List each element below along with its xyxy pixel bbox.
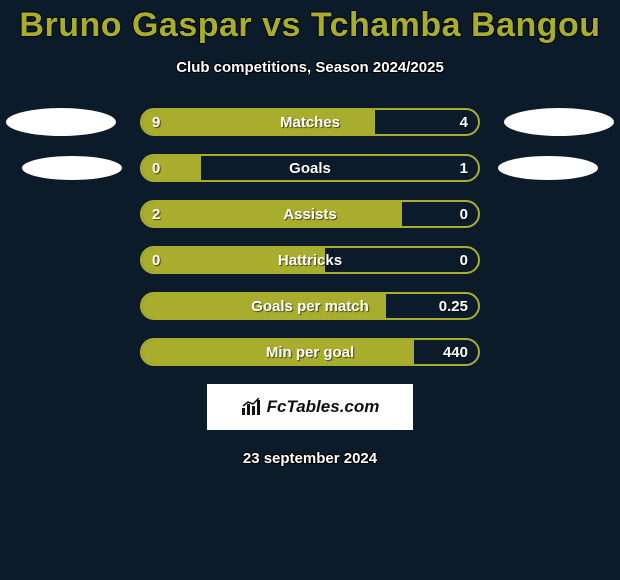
page-title: Bruno Gaspar vs Tchamba Bangou (0, 0, 620, 45)
stats-area: Matches94 Goals01 Assists20 Hattricks00 Goal… (0, 108, 620, 366)
stat-bar-fill (142, 294, 386, 318)
brand-badge: FcTables.com (207, 384, 413, 430)
player-right-avatar (498, 156, 598, 180)
stat-value-right: 0 (460, 202, 468, 226)
stat-bar-fill (142, 156, 201, 180)
player-right-avatar (504, 108, 614, 136)
stat-bar-fill (142, 110, 375, 134)
stat-bar: Goals per match0.25 (140, 292, 480, 320)
player-left-avatar (6, 108, 116, 136)
player-left-avatar (22, 156, 122, 180)
footer-date: 23 september 2024 (0, 450, 620, 467)
stat-bar-fill (142, 248, 325, 272)
stat-value-right: 4 (460, 110, 468, 134)
stat-row: Min per goal440 (0, 338, 620, 366)
stat-bar-fill (142, 202, 402, 226)
stat-value-right: 440 (443, 340, 468, 364)
stat-row: Hattricks00 (0, 246, 620, 274)
comparison-infographic: Bruno Gaspar vs Tchamba Bangou Club comp… (0, 0, 620, 580)
stat-bar: Min per goal440 (140, 338, 480, 366)
chart-icon (241, 398, 263, 416)
stat-value-right: 1 (460, 156, 468, 180)
stat-bar: Hattricks00 (140, 246, 480, 274)
page-subtitle: Club competitions, Season 2024/2025 (0, 59, 620, 76)
stat-value-right: 0 (460, 248, 468, 272)
stat-row: Assists20 (0, 200, 620, 228)
brand-text: FcTables.com (267, 397, 380, 417)
stat-bar: Matches94 (140, 108, 480, 136)
stat-row: Goals01 (0, 154, 620, 182)
stat-bar-fill (142, 340, 414, 364)
stat-bar: Assists20 (140, 200, 480, 228)
stat-bar: Goals01 (140, 154, 480, 182)
stat-row: Goals per match0.25 (0, 292, 620, 320)
stat-row: Matches94 (0, 108, 620, 136)
stat-value-right: 0.25 (439, 294, 468, 318)
